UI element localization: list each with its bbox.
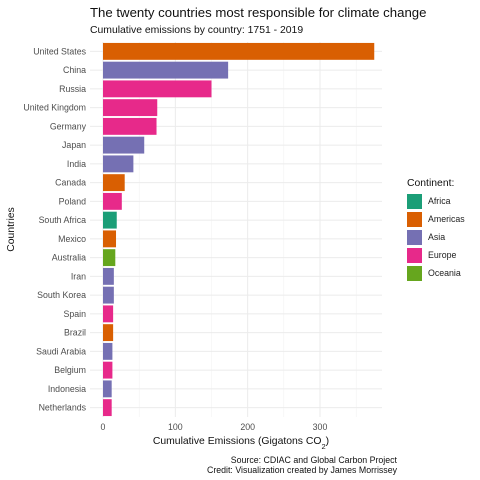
y-tick-label: Spain xyxy=(64,309,87,319)
bar-united-kingdom xyxy=(103,99,158,117)
bar-brazil xyxy=(103,324,114,342)
y-tick-label: Iran xyxy=(71,271,86,281)
legend-label: Americas xyxy=(428,214,465,224)
y-tick-label: Australia xyxy=(52,253,86,263)
caption-credit: Credit: Visualization created by James M… xyxy=(206,465,397,475)
legend-label: Asia xyxy=(428,232,446,242)
y-tick-label: United Kingdom xyxy=(23,103,86,113)
x-axis-title: Cumulative Emissions (Gigatons CO2) xyxy=(153,436,329,451)
bar-south-africa xyxy=(103,211,117,229)
y-tick-label: Brazil xyxy=(64,328,86,338)
y-tick-label: Germany xyxy=(50,121,87,131)
legend-key xyxy=(407,193,422,209)
bar-belgium xyxy=(103,361,113,379)
bar-united-states xyxy=(103,42,375,60)
x-tick-label: 200 xyxy=(240,422,255,432)
legend-item: Oceania xyxy=(407,264,465,282)
y-tick-label: Poland xyxy=(59,196,86,206)
legend-items: Africa Americas Asia Europe Oceania xyxy=(407,192,465,282)
x-tick-label: 0 xyxy=(101,422,106,432)
y-tick-label: Indonesia xyxy=(48,384,86,394)
y-tick-label: Netherlands xyxy=(39,403,87,413)
legend-key xyxy=(407,265,422,281)
caption-source: Source: CDIAC and Global Carbon Project xyxy=(230,455,397,465)
legend-label: Africa xyxy=(428,196,451,206)
y-tick-label: United States xyxy=(33,46,86,56)
bar-indonesia xyxy=(103,380,112,398)
y-tick-label: Canada xyxy=(55,178,86,188)
legend-label: Europe xyxy=(428,250,457,260)
bar-saudi-arabia xyxy=(103,342,113,360)
bar-spain xyxy=(103,305,114,323)
y-tick-label: Saudi Arabia xyxy=(36,346,86,356)
y-tick-label: China xyxy=(63,65,86,75)
bar-australia xyxy=(103,249,116,267)
bar-india xyxy=(103,155,134,173)
y-tick-label: Japan xyxy=(62,140,86,150)
chart-title: The twenty countries most responsible fo… xyxy=(90,5,427,20)
y-tick-label: South Korea xyxy=(37,290,86,300)
bar-germany xyxy=(103,117,157,135)
legend-item: Europe xyxy=(407,246,465,264)
bar-canada xyxy=(103,174,125,192)
legend-title: Continent: xyxy=(407,178,455,189)
legend-key xyxy=(407,247,422,263)
chart-subtitle: Cumulative emissions by country: 1751 - … xyxy=(90,25,304,36)
y-tick-label: Russia xyxy=(59,84,86,94)
y-tick-label: India xyxy=(67,159,86,169)
bar-poland xyxy=(103,192,122,210)
y-tick-label: Belgium xyxy=(54,365,86,375)
y-tick-label: South Africa xyxy=(39,215,87,225)
x-tick-label: 300 xyxy=(313,422,328,432)
legend-item: Africa xyxy=(407,192,465,210)
bar-south-korea xyxy=(103,286,114,304)
y-axis-title: Countries xyxy=(6,207,17,251)
bar-russia xyxy=(103,80,212,98)
legend-key xyxy=(407,211,422,227)
bar-china xyxy=(103,61,229,79)
bar-netherlands xyxy=(103,399,112,417)
legend-item: Asia xyxy=(407,228,465,246)
y-tick-label: Mexico xyxy=(58,234,86,244)
legend-label: Oceania xyxy=(428,268,461,278)
bar-japan xyxy=(103,136,145,154)
legend-item: Americas xyxy=(407,210,465,228)
x-tick-label: 100 xyxy=(168,422,183,432)
bar-iran xyxy=(103,267,114,285)
legend: Continent: Africa Americas Asia Europe Ocean… xyxy=(407,178,465,282)
legend-key xyxy=(407,229,422,245)
bar-mexico xyxy=(103,230,117,248)
